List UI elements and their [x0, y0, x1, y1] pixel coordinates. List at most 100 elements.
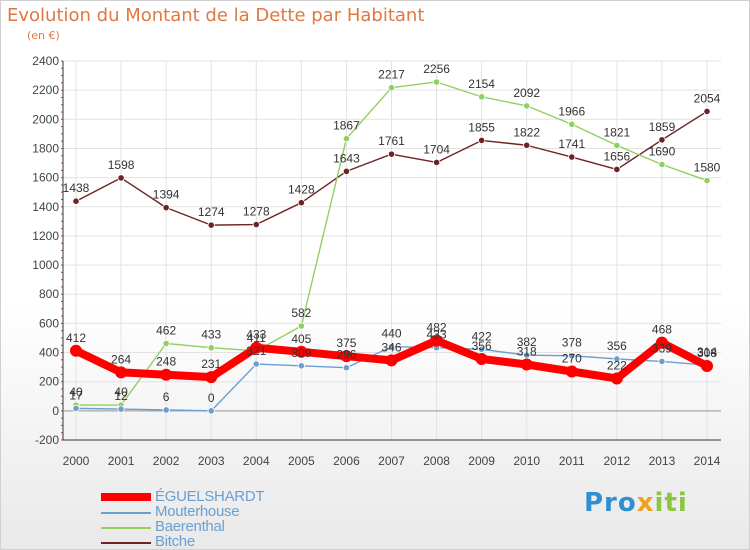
x-tick-label: 2008: [423, 454, 450, 468]
data-label-baerenthal: 411: [247, 331, 266, 345]
data-label-eguelshardt: 356: [472, 339, 492, 353]
data-point-eguelshardt: [70, 344, 82, 357]
y-minor-tick: [61, 337, 63, 339]
y-minor-tick: [61, 184, 63, 186]
data-label-baerenthal: 2092: [513, 86, 540, 100]
legend-label-mouterhouse: Mouterhouse: [155, 503, 240, 520]
data-label-bitche: 1274: [198, 205, 225, 219]
data-label-eguelshardt: 433: [246, 328, 266, 342]
legend-label-baerenthal: Baerenthal: [155, 518, 225, 535]
data-label-mouterhouse: 0: [208, 391, 215, 405]
y-minor-tick: [61, 395, 63, 397]
y-tick-label: 400: [39, 346, 59, 360]
data-point-mouterhouse: [252, 360, 260, 368]
y-minor-tick: [61, 220, 63, 222]
y-minor-tick: [61, 330, 63, 332]
data-label-bitche: 1741: [558, 137, 585, 151]
data-label-baerenthal: 582: [291, 306, 311, 320]
data-label-mouterhouse: 321: [246, 344, 266, 358]
data-point-bitche: [387, 150, 396, 158]
data-point-bitche: [207, 221, 215, 229]
data-label-mouterhouse: 339: [652, 341, 672, 355]
x-tick-label: 2001: [108, 454, 135, 468]
y-tick-label: 800: [39, 287, 59, 301]
data-point-bitche: [252, 220, 260, 229]
data-label-bitche: 1278: [243, 205, 270, 219]
legend-label-bitche: Bitche: [155, 533, 195, 550]
y-tick-label: 1800: [32, 141, 59, 155]
data-point-eguelshardt: [160, 368, 173, 381]
data-point-eguelshardt: [655, 336, 668, 349]
data-label-mouterhouse: 440: [381, 327, 401, 341]
data-label-baerenthal: 1966: [558, 104, 585, 118]
x-tick-label: 2007: [378, 454, 405, 468]
data-label-baerenthal: 1821: [604, 125, 631, 139]
x-tick-label: 2011: [559, 454, 585, 468]
y-minor-tick: [61, 388, 63, 390]
y-minor-tick: [61, 140, 63, 142]
y-minor-tick: [61, 235, 63, 237]
y-minor-tick: [61, 191, 63, 193]
data-point-eguelshardt: [295, 345, 308, 358]
data-label-eguelshardt: 318: [517, 344, 537, 358]
y-minor-tick: [61, 250, 63, 251]
y-minor-tick: [61, 410, 63, 412]
chart-title: Evolution du Montant de la Dette par Hab…: [7, 5, 425, 26]
x-tick-label: 2006: [333, 454, 360, 468]
data-label-baerenthal: 462: [156, 324, 176, 338]
data-label-bitche: 1394: [153, 188, 180, 202]
chart-subtitle: (en €): [27, 29, 60, 42]
data-label-bitche: 1438: [63, 181, 90, 195]
y-minor-tick: [61, 417, 63, 419]
data-label-bitche: 1428: [288, 183, 315, 197]
data-point-mouterhouse: [523, 351, 531, 359]
data-point-baerenthal: [432, 78, 441, 86]
y-minor-tick: [61, 75, 63, 77]
y-minor-tick: [61, 147, 63, 149]
data-label-baerenthal: 433: [201, 328, 221, 342]
data-label-bitche: 2054: [694, 91, 721, 105]
y-minor-tick: [61, 366, 63, 368]
y-minor-tick: [61, 439, 63, 441]
data-point-eguelshardt: [205, 371, 218, 384]
y-minor-tick: [61, 67, 63, 69]
data-label-mouterhouse: 6: [163, 390, 170, 404]
y-minor-tick: [61, 198, 63, 200]
y-minor-tick: [61, 373, 63, 375]
data-point-mouterhouse: [613, 355, 621, 363]
data-point-eguelshardt: [340, 350, 353, 363]
data-label-bitche: 1859: [649, 120, 676, 134]
y-minor-tick: [61, 60, 63, 62]
data-label-bitche: 1761: [378, 134, 405, 148]
data-point-eguelshardt: [610, 372, 623, 385]
data-label-mouterhouse: 314: [697, 345, 717, 359]
y-tick-label: -200: [35, 433, 59, 447]
y-tick-label: 0: [52, 404, 59, 418]
y-minor-tick: [61, 315, 63, 317]
data-point-eguelshardt: [475, 352, 488, 365]
y-tick-label: 1200: [32, 229, 59, 243]
data-point-eguelshardt: [250, 341, 263, 354]
data-point-mouterhouse: [568, 352, 576, 360]
y-minor-tick: [61, 424, 63, 426]
y-minor-tick: [61, 177, 63, 179]
x-tick-label: 2009: [468, 454, 495, 468]
y-minor-tick: [61, 286, 63, 288]
y-minor-tick: [61, 257, 63, 259]
data-point-mouterhouse: [297, 362, 305, 370]
data-label-eguelshardt: 270: [562, 351, 582, 365]
data-point-mouterhouse: [117, 405, 125, 413]
data-point-baerenthal: [523, 102, 531, 110]
y-minor-tick: [61, 111, 63, 113]
data-label-eguelshardt: 308: [697, 346, 717, 360]
y-minor-tick: [61, 213, 63, 215]
data-point-eguelshardt: [385, 354, 398, 367]
y-tick-label: 2400: [32, 54, 59, 68]
data-point-bitche: [162, 204, 170, 212]
y-tick-label: 200: [39, 375, 59, 389]
x-tick-label: 2002: [153, 454, 180, 468]
y-minor-tick: [61, 359, 63, 361]
y-minor-tick: [61, 82, 63, 84]
